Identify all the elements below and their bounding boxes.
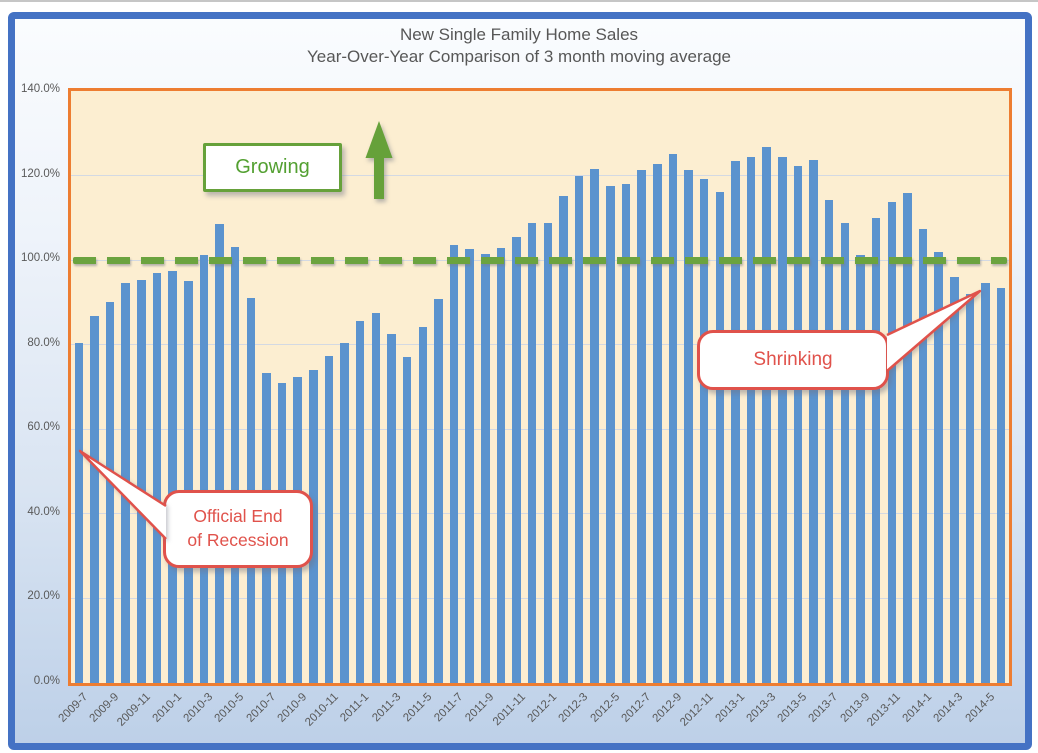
bar-2014-6 [996, 288, 1006, 683]
top-divider [0, 0, 1038, 2]
bar-2013-11 [887, 202, 896, 683]
bar-2012-7 [637, 170, 646, 683]
bar-2012-3 [574, 175, 584, 683]
bar-2012-10 [684, 169, 693, 683]
bar-2011-4 [402, 357, 412, 683]
bar-2013-12 [903, 192, 912, 683]
bar-2011-5 [418, 326, 427, 683]
bar-2012-12 [715, 191, 725, 683]
bar-2013-2 [746, 156, 756, 683]
bar-2012-6 [621, 184, 631, 683]
y-tick-label: 20.0% [27, 590, 60, 603]
recession-callout-line2: of Recession [187, 530, 289, 550]
bar-2013-1 [731, 160, 740, 683]
bar-2010-2 [184, 280, 193, 683]
bar-2011-1 [355, 320, 365, 683]
y-tick-label: 140.0% [20, 83, 60, 95]
bar-2011-7 [449, 244, 459, 683]
bar-2014-1 [918, 228, 928, 683]
bar-2012-8 [653, 163, 662, 683]
bar-2012-9 [668, 153, 678, 683]
bar-2010-12 [340, 342, 349, 683]
recession-callout-label: Official End of Recession [187, 505, 288, 552]
bar-2011-12 [527, 223, 537, 683]
bar-2013-7 [824, 200, 834, 683]
gridline [71, 344, 1009, 346]
bar-2013-10 [871, 218, 881, 683]
bar-2013-9 [856, 254, 865, 683]
bar-2011-6 [434, 298, 443, 683]
y-tick-label: 120.0% [20, 167, 60, 180]
y-tick-label: 80.0% [27, 336, 60, 349]
recession-callout: Official End of Recession [163, 490, 313, 568]
bar-2011-10 [496, 247, 506, 683]
bar-2011-2 [371, 313, 381, 683]
bar-2011-9 [481, 253, 490, 683]
bar-2013-8 [840, 222, 850, 683]
recession-callout-line1: Official End [193, 506, 283, 527]
y-tick-label: 60.0% [27, 421, 60, 434]
bar-2010-1 [168, 271, 177, 683]
growing-callout-label: Growing [235, 156, 310, 178]
bar-2012-11 [699, 178, 709, 683]
growing-callout: Growing [203, 143, 342, 192]
chart-title-block: New Single Family Home Sales Year-Over-Y… [0, 24, 1038, 68]
y-tick-label: 40.0% [27, 505, 60, 518]
bar-2012-5 [606, 185, 615, 683]
bar-2010-5 [230, 247, 240, 683]
gridline [71, 597, 1009, 599]
shrinking-callout: Shrinking [697, 330, 889, 390]
bar-2010-11 [324, 356, 334, 683]
bar-2010-4 [215, 223, 224, 683]
bar-2014-2 [934, 251, 943, 683]
bar-2013-3 [762, 146, 771, 683]
bar-2013-6 [809, 159, 818, 683]
bar-2012-1 [543, 222, 553, 683]
chart-title: New Single Family Home Sales [399, 25, 639, 44]
bar-2011-11 [512, 236, 521, 683]
bar-2014-4 [965, 293, 975, 683]
bar-2011-8 [465, 248, 474, 683]
gridline [71, 513, 1009, 515]
bar-2012-2 [559, 195, 568, 683]
y-tick-label: 100.0% [20, 252, 60, 265]
chart-subtitle: Year-Over-Year Comparison of 3 month mov… [307, 47, 731, 66]
bar-2012-4 [590, 168, 599, 683]
reference-line-layer [71, 91, 1009, 683]
bar-2014-3 [950, 277, 959, 683]
bar-2010-3 [199, 254, 209, 683]
shrinking-callout-label: Shrinking [753, 349, 833, 370]
gridline [71, 428, 1009, 430]
bar-2013-5 [793, 165, 803, 683]
y-tick-label: 0.0% [33, 675, 60, 687]
bar-2010-10 [309, 369, 318, 683]
bar-2013-4 [778, 156, 787, 683]
bar-2014-5 [981, 283, 990, 683]
gridline [71, 175, 1009, 177]
reference-line-100pct [73, 256, 1007, 264]
bar-2011-3 [387, 333, 396, 683]
